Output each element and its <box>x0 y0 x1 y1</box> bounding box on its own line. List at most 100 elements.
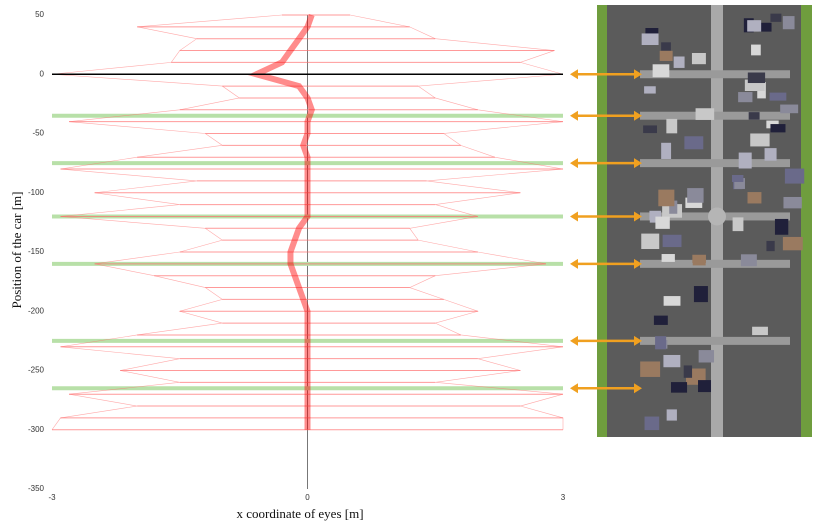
map-cross-road <box>640 70 790 79</box>
map-house <box>683 365 693 378</box>
map-house <box>669 200 678 214</box>
arrow-head <box>570 383 578 394</box>
map-house <box>695 108 715 120</box>
map-house <box>766 240 775 252</box>
map-grass <box>597 5 607 437</box>
arrow-head <box>634 383 642 394</box>
map-house <box>685 197 703 208</box>
map-house <box>661 142 672 159</box>
gaze-mean <box>247 13 315 430</box>
arrow-head <box>570 211 578 222</box>
arrow-head <box>634 258 642 269</box>
map-house <box>641 33 659 46</box>
map-cross-road <box>640 159 790 168</box>
y-tick-label: -200 <box>28 306 45 315</box>
x-tick-label: 3 <box>561 493 566 502</box>
map-house <box>782 16 795 30</box>
arrow-head <box>634 211 642 222</box>
map-house <box>698 380 712 393</box>
map-house <box>666 409 677 421</box>
map-house <box>747 192 762 204</box>
map-house <box>758 22 772 32</box>
map-house <box>738 152 752 169</box>
map-house <box>643 125 657 134</box>
map-house <box>655 336 667 350</box>
map-house <box>658 189 675 207</box>
arrow-head <box>570 69 578 80</box>
map-house <box>641 233 660 250</box>
map-image <box>597 5 812 437</box>
map-house <box>744 79 765 92</box>
arrow-head <box>570 110 578 121</box>
x-tick-label: -3 <box>48 493 56 502</box>
map-house <box>663 296 681 306</box>
x-tick-label: 0 <box>305 493 310 502</box>
map-house <box>652 64 670 78</box>
map-house <box>732 174 744 182</box>
y-tick-label: -50 <box>32 129 44 138</box>
map-house <box>692 254 706 263</box>
y-tick-label: -350 <box>28 484 45 493</box>
map-house <box>734 178 745 189</box>
arrow-head <box>634 335 642 346</box>
map-house <box>748 112 760 120</box>
map-cross-road <box>640 259 790 268</box>
y-tick-label: -150 <box>28 247 45 256</box>
gaze-envelope <box>350 14 564 430</box>
map-house <box>732 217 744 232</box>
map-house <box>644 86 656 94</box>
map-house <box>740 254 757 267</box>
y-tick-label: -250 <box>28 366 45 375</box>
arrow-head <box>634 110 642 121</box>
map-house <box>752 326 768 336</box>
map-house <box>644 416 660 431</box>
map-house <box>661 254 675 262</box>
map-house <box>670 382 688 393</box>
map-house <box>780 104 799 114</box>
map-house <box>691 52 706 65</box>
gaze-envelope <box>51 14 282 430</box>
map-house <box>687 188 704 203</box>
map-house <box>663 354 681 368</box>
map-roundabout <box>708 207 726 226</box>
map-house <box>784 168 805 184</box>
map-house <box>653 315 668 325</box>
map-house <box>655 216 670 229</box>
map-house <box>684 136 704 150</box>
arrow-head <box>570 335 578 346</box>
map-cross-road <box>640 336 790 345</box>
map-house <box>782 236 803 251</box>
map-house <box>640 361 661 377</box>
y-tick-label: 50 <box>35 10 44 19</box>
x-axis-label: x coordinate of eyes [m] <box>236 506 363 521</box>
arrow-head <box>570 158 578 169</box>
map-house <box>770 13 782 22</box>
map-house <box>769 92 787 101</box>
map-house <box>666 118 678 134</box>
y-tick-label: 0 <box>40 69 45 78</box>
y-tick-label: -100 <box>28 188 45 197</box>
map-house <box>698 350 715 363</box>
y-axis-label: Position of the car [m] <box>9 192 24 309</box>
map-grass <box>801 5 812 437</box>
map-house <box>662 234 682 248</box>
y-tick-label: -300 <box>28 425 45 434</box>
map-house <box>661 42 671 51</box>
map-house <box>747 20 762 32</box>
map-cross-road <box>640 111 790 120</box>
arrow-head <box>634 69 642 80</box>
arrow-head <box>634 158 642 169</box>
map-house <box>747 72 766 84</box>
map-house <box>764 148 777 161</box>
map-house <box>770 124 786 133</box>
map-house <box>751 44 761 56</box>
map-house <box>750 133 770 147</box>
arrow-head <box>570 258 578 269</box>
map-house <box>659 50 673 61</box>
map-house <box>774 218 789 235</box>
map-house <box>783 196 802 209</box>
map-house <box>693 286 708 303</box>
map-house <box>649 210 662 221</box>
map-house <box>738 92 753 103</box>
